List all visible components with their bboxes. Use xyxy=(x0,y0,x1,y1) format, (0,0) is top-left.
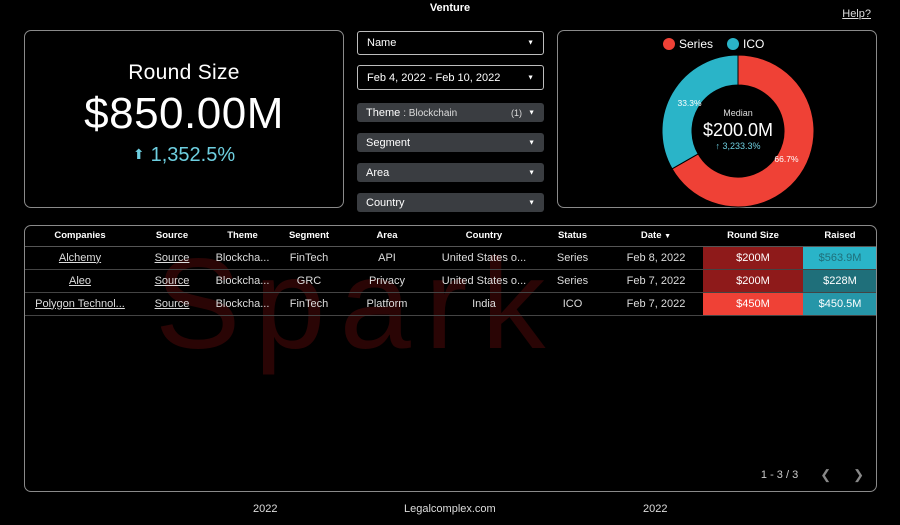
col-header-country[interactable]: Country xyxy=(432,226,536,247)
col-header-round-size[interactable]: Round Size xyxy=(703,226,803,247)
round-size-cell: $450M xyxy=(703,292,803,316)
area-cell: Platform xyxy=(342,292,432,316)
source-link[interactable]: Source xyxy=(135,246,209,270)
country-filter-label: Country xyxy=(366,196,405,209)
col-header-status[interactable]: Status xyxy=(536,226,609,247)
date-range-filter[interactable]: Feb 4, 2022 - Feb 10, 2022 ▼ xyxy=(357,65,544,90)
name-filter[interactable]: Name ▼ xyxy=(357,31,544,55)
segment-filter[interactable]: Segment ▼ xyxy=(357,133,544,152)
raised-cell: $563.9M xyxy=(803,246,876,270)
caret-down-icon: ▼ xyxy=(528,169,535,176)
scorecard-delta: ⬆ 1,352.5% xyxy=(25,144,343,167)
status-cell: Series xyxy=(536,269,609,293)
legend-swatch-series xyxy=(663,38,675,50)
segment-cell: FinTech xyxy=(276,246,342,270)
sort-desc-icon: ▼ xyxy=(664,233,672,241)
footer-year-left: 2022 xyxy=(253,503,278,515)
company-link[interactable]: Aleo xyxy=(25,269,135,293)
col-header-companies[interactable]: Companies xyxy=(25,226,135,247)
source-link[interactable]: Source xyxy=(135,269,209,293)
country-cell: India xyxy=(432,292,536,316)
area-cell: Privacy xyxy=(342,269,432,293)
pagination: 1 - 3 / 3 ❮ ❯ xyxy=(761,467,864,483)
caret-down-icon: ▼ xyxy=(527,39,534,47)
legend-item-series[interactable]: Series xyxy=(663,37,713,51)
donut-center-label: Median xyxy=(723,108,753,118)
round-size-cell: $200M xyxy=(703,246,803,270)
theme-filter-label: Theme xyxy=(366,106,401,119)
theme-cell: Blockcha... xyxy=(209,292,276,316)
round-size-cell: $200M xyxy=(703,269,803,293)
theme-filter-count: (1) xyxy=(511,107,522,118)
table-row: Aleo Source Blockcha... GRC Privacy Unit… xyxy=(25,269,876,293)
up-arrow-icon: ⬆ xyxy=(132,146,145,162)
company-link[interactable]: Alchemy xyxy=(25,246,135,270)
ventures-table: Companies Source Theme Segment Area Coun… xyxy=(25,226,876,316)
segment-cell: GRC xyxy=(276,269,342,293)
donut-slice-label: 66.7% xyxy=(774,154,799,164)
col-header-segment[interactable]: Segment xyxy=(276,226,342,247)
country-cell: United States o... xyxy=(432,269,536,293)
status-cell: Series xyxy=(536,246,609,270)
col-header-area[interactable]: Area xyxy=(342,226,432,247)
legend-label-series: Series xyxy=(679,37,714,51)
segment-filter-label: Segment xyxy=(366,136,411,149)
table-row: Polygon Technol... Source Blockcha... Fi… xyxy=(25,292,876,316)
area-filter[interactable]: Area ▼ xyxy=(357,163,544,182)
caret-down-icon: ▼ xyxy=(528,109,535,116)
country-filter[interactable]: Country ▼ xyxy=(357,193,544,212)
chevron-right-icon[interactable]: ❯ xyxy=(853,467,864,482)
chart-legend: Series ICO xyxy=(663,37,764,51)
round-size-scorecard: Round Size $850.00M ⬆ 1,352.5% xyxy=(24,30,344,208)
chevron-left-icon[interactable]: ❮ xyxy=(820,467,832,482)
help-link[interactable]: Help? xyxy=(842,8,871,20)
caret-down-icon: ▼ xyxy=(528,199,535,206)
name-filter-label: Name xyxy=(367,37,397,49)
donut-slice-series[interactable] xyxy=(671,54,815,208)
raised-cell: $450.5M xyxy=(803,292,876,316)
footer-site: Legalcomplex.com xyxy=(404,503,496,515)
date-cell: Feb 7, 2022 xyxy=(609,292,703,316)
area-filter-label: Area xyxy=(366,166,390,179)
status-donut-chart: Series ICO 66.7% 33.3% Median $200.0M ↑ 3,23… xyxy=(557,30,877,208)
col-header-raised[interactable]: Raised xyxy=(803,226,876,247)
theme-cell: Blockcha... xyxy=(209,246,276,270)
scorecard-title: Round Size xyxy=(128,61,240,84)
date-cell: Feb 8, 2022 xyxy=(609,246,703,270)
date-cell: Feb 7, 2022 xyxy=(609,269,703,293)
status-cell: ICO xyxy=(536,292,609,316)
donut-slice-label: 33.3% xyxy=(677,98,702,108)
dashboard-title: Venture xyxy=(429,2,471,14)
theme-filter[interactable]: Theme: Blockchain (1) ▼ xyxy=(357,103,544,122)
ventures-table-card: Spark Companies Source Theme Segment Are… xyxy=(24,225,877,492)
donut-center-delta: ↑ 3,233.3% xyxy=(715,141,760,151)
table-header-row: Companies Source Theme Segment Area Coun… xyxy=(25,226,876,247)
caret-down-icon: ▼ xyxy=(528,139,535,146)
source-link[interactable]: Source xyxy=(135,292,209,316)
footer-year-right: 2022 xyxy=(643,503,668,515)
country-cell: United States o... xyxy=(432,246,536,270)
scorecard-value: $850.00M xyxy=(84,89,284,138)
col-header-date[interactable]: Date ▼ xyxy=(609,226,703,247)
theme-filter-value: : Blockchain xyxy=(403,107,458,119)
area-cell: API xyxy=(342,246,432,270)
theme-cell: Blockcha... xyxy=(209,269,276,293)
scorecard-delta-value: 1,352.5% xyxy=(150,144,236,166)
company-link[interactable]: Polygon Technol... xyxy=(25,292,135,316)
date-range-label: Feb 4, 2022 - Feb 10, 2022 xyxy=(367,71,501,84)
donut-svg: 66.7% 33.3% Median $200.0M↑ 3,233.3% xyxy=(661,54,815,208)
raised-cell: $228M xyxy=(803,269,876,293)
donut-slice-ico[interactable] xyxy=(661,54,739,170)
donut-center-value: $200.0M xyxy=(703,120,773,140)
col-header-source[interactable]: Source xyxy=(135,226,209,247)
segment-cell: FinTech xyxy=(276,292,342,316)
col-header-date-label: Date xyxy=(640,230,662,242)
col-header-theme[interactable]: Theme xyxy=(209,226,276,247)
pagination-label: 1 - 3 / 3 xyxy=(760,469,799,481)
legend-item-ico[interactable]: ICO xyxy=(727,37,764,51)
caret-down-icon: ▼ xyxy=(527,74,534,81)
legend-swatch-ico xyxy=(727,38,740,50)
legend-label-ico: ICO xyxy=(743,37,765,51)
table-row: Alchemy Source Blockcha... FinTech API U… xyxy=(25,246,876,270)
